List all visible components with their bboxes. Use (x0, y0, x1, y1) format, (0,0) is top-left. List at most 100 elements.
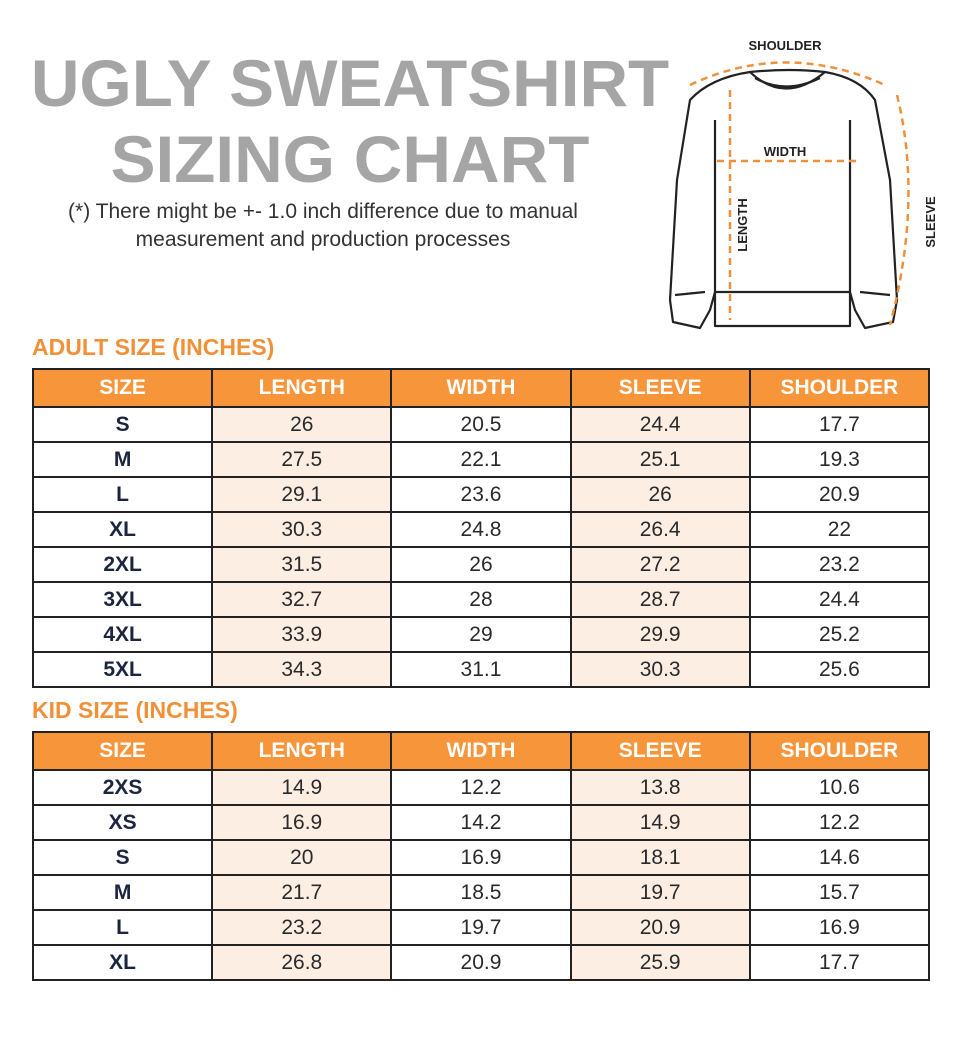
measurement-cell: 23.2 (211, 909, 393, 946)
measurement-cell: 20.9 (390, 944, 572, 981)
header-row: SIZE LENGTH WIDTH SLEEVE SHOULDER (31, 368, 931, 408)
measurement-note: (*) There might be +- 1.0 inch differenc… (68, 200, 578, 251)
size-cell: XL (31, 944, 214, 981)
measurement-cell: 18.1 (569, 839, 751, 876)
measurement-cell: 16.9 (390, 839, 572, 876)
header-row: SIZE LENGTH WIDTH SLEEVE SHOULDER (31, 731, 931, 771)
diagram-label-length: LENGTH (735, 198, 750, 251)
sweatshirt-diagram: SHOULDER WIDTH LENGTH SLEEVE (668, 38, 938, 330)
measurement-cell: 26.8 (211, 944, 393, 981)
measurement-cell: 14.2 (390, 804, 572, 841)
measurement-cell: 12.2 (390, 769, 572, 806)
column-header: SLEEVE (569, 731, 751, 771)
size-cell: 2XS (31, 769, 214, 806)
measurement-cell: 29 (390, 616, 572, 653)
measurement-cell: 16.9 (748, 909, 931, 946)
size-cell: 4XL (31, 616, 214, 653)
sweatshirt-outline (668, 68, 899, 330)
measurement-cell: 23.6 (390, 476, 572, 513)
column-header: SHOULDER (748, 368, 931, 408)
size-cell: XS (31, 804, 214, 841)
diagram-label-sleeve: SLEEVE (923, 196, 938, 248)
size-cell: S (31, 839, 214, 876)
size-cell: L (31, 909, 214, 946)
measurement-cell: 31.5 (211, 546, 393, 583)
measurement-cell: 29.1 (211, 476, 393, 513)
table-row: L 29.1 23.6 26 20.9 (31, 476, 931, 513)
measurement-cell: 20 (211, 839, 393, 876)
table-row: 4XL 33.9 29 29.9 25.2 (31, 616, 931, 653)
measurement-cell: 27.5 (211, 441, 393, 478)
measurement-cell: 34.3 (211, 651, 393, 688)
measurement-cell: 19.7 (569, 874, 751, 911)
kid-size-table: SIZE LENGTH WIDTH SLEEVE SHOULDER 2XS 14.9 12.2… (31, 731, 931, 981)
table-row: XL 30.3 24.8 26.4 22 (31, 511, 931, 548)
table-row: L 23.2 19.7 20.9 16.9 (31, 909, 931, 946)
measurement-cell: 15.7 (748, 874, 931, 911)
measurement-cell: 16.9 (211, 804, 393, 841)
table-row: 2XL 31.5 26 27.2 23.2 (31, 546, 931, 583)
measurement-cell: 25.2 (748, 616, 931, 653)
size-cell: XL (31, 511, 214, 548)
measurement-cell: 20.5 (390, 406, 572, 443)
measurement-cell: 26 (211, 406, 393, 443)
title-line-1: UGLY SWEATSHIRT (30, 46, 670, 120)
measurement-cell: 20.9 (569, 909, 751, 946)
measurement-cell: 10.6 (748, 769, 931, 806)
measurement-cell: 17.7 (748, 944, 931, 981)
column-header: WIDTH (390, 731, 572, 771)
adult-size-table: SIZE LENGTH WIDTH SLEEVE SHOULDER S 26 20.5 24.4… (31, 368, 931, 688)
table-row: 5XL 34.3 31.1 30.3 25.6 (31, 651, 931, 688)
measurement-cell: 27.2 (569, 546, 751, 583)
measurement-cell: 23.2 (748, 546, 931, 583)
measurement-cell: 17.7 (748, 406, 931, 443)
size-cell: S (31, 406, 214, 443)
size-cell: M (31, 441, 214, 478)
measurement-cell: 26 (390, 546, 572, 583)
table-row: 3XL 32.7 28 28.7 24.4 (31, 581, 931, 618)
measurement-cell: 25.1 (569, 441, 751, 478)
title-line-2: SIZING CHART (110, 122, 590, 196)
measurement-cell: 28 (390, 581, 572, 618)
column-header: LENGTH (211, 368, 393, 408)
table-row: XL 26.8 20.9 25.9 17.7 (31, 944, 931, 981)
size-cell: 3XL (31, 581, 214, 618)
measurement-cell: 28.7 (569, 581, 751, 618)
column-header: LENGTH (211, 731, 393, 771)
measurement-cell: 25.6 (748, 651, 931, 688)
column-header: SHOULDER (748, 731, 931, 771)
table-row: M 21.7 18.5 19.7 15.7 (31, 874, 931, 911)
size-cell: L (31, 476, 214, 513)
measurement-cell: 22 (748, 511, 931, 548)
diagram-label-width: WIDTH (764, 144, 807, 159)
measurement-cell: 21.7 (211, 874, 393, 911)
table-row: 2XS 14.9 12.2 13.8 10.6 (31, 769, 931, 806)
kid-section-label: KID SIZE (INCHES) (32, 697, 238, 723)
table-row: S 26 20.5 24.4 17.7 (31, 406, 931, 443)
table-row: S 20 16.9 18.1 14.6 (31, 839, 931, 876)
column-header: SIZE (31, 368, 214, 408)
measurement-cell: 29.9 (569, 616, 751, 653)
measurement-cell: 26.4 (569, 511, 751, 548)
measurement-cell: 24.4 (569, 406, 751, 443)
measurement-cell: 26 (569, 476, 751, 513)
measurement-cell: 24.8 (390, 511, 572, 548)
measurement-cell: 31.1 (390, 651, 572, 688)
measurement-cell: 30.3 (569, 651, 751, 688)
diagram-label-shoulder: SHOULDER (749, 38, 823, 53)
measurement-cell: 14.9 (211, 769, 393, 806)
table-row: XS 16.9 14.2 14.9 12.2 (31, 804, 931, 841)
adult-section-label: ADULT SIZE (INCHES) (32, 334, 275, 360)
measurement-cell: 24.4 (748, 581, 931, 618)
measurement-cell: 19.3 (748, 441, 931, 478)
column-header: SLEEVE (569, 368, 751, 408)
measurement-cell: 32.7 (211, 581, 393, 618)
measurement-cell: 14.9 (569, 804, 751, 841)
measurement-cell: 22.1 (390, 441, 572, 478)
table-row: M 27.5 22.1 25.1 19.3 (31, 441, 931, 478)
measurement-cell: 18.5 (390, 874, 572, 911)
measurement-cell: 30.3 (211, 511, 393, 548)
measurement-cell: 20.9 (748, 476, 931, 513)
measurement-cell: 25.9 (569, 944, 751, 981)
measurement-cell: 19.7 (390, 909, 572, 946)
